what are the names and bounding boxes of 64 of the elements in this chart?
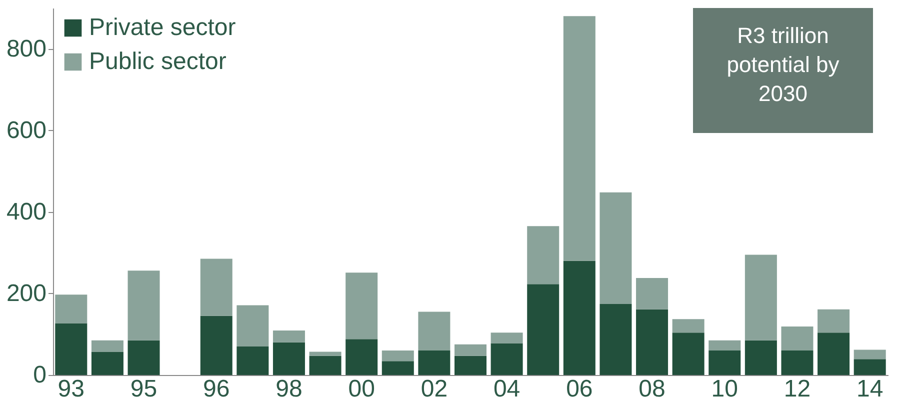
- bar: [309, 356, 342, 375]
- annotation: R3 trillion potential by 2030: [726, 23, 840, 106]
- legend-label: Public sector: [89, 48, 226, 75]
- x-tick-label: 10: [711, 376, 738, 402]
- legend-label: Private sector: [89, 14, 236, 41]
- bar: [55, 294, 88, 324]
- bar: [636, 309, 668, 375]
- bar: [527, 226, 560, 284]
- bar: [708, 350, 741, 375]
- bar: [527, 284, 560, 375]
- x-tick-label: 02: [420, 376, 448, 402]
- x-tick-label: 06: [566, 376, 593, 402]
- bar: [55, 323, 88, 375]
- bar: [854, 350, 886, 360]
- bar: [600, 304, 632, 375]
- bar: [744, 254, 777, 340]
- bar: [346, 272, 378, 340]
- bar: [454, 344, 486, 356]
- x-tick-label: 04: [493, 376, 520, 402]
- bar: [600, 192, 632, 304]
- bar: [418, 312, 450, 351]
- y-tick-label: 800: [6, 35, 46, 62]
- bar: [128, 270, 160, 340]
- bar: [272, 342, 305, 375]
- x-tick-label: 98: [276, 376, 302, 402]
- x-tick-label: 12: [784, 376, 811, 402]
- bar: [781, 326, 814, 351]
- bar: [490, 332, 523, 344]
- bar: [454, 356, 486, 375]
- bar: [636, 278, 668, 310]
- y-tick-label: 400: [6, 198, 46, 226]
- x-tick-label: 95: [130, 376, 158, 402]
- bar: [200, 316, 232, 375]
- x-tick-label: 96: [203, 376, 230, 402]
- x-tick-label: 14: [856, 376, 884, 402]
- bar: [818, 309, 850, 333]
- bar: [236, 305, 269, 346]
- bar: [128, 340, 160, 375]
- bar: [91, 340, 124, 352]
- bar: [854, 359, 886, 375]
- bar: [672, 319, 704, 333]
- bar: [200, 258, 232, 316]
- x-tick-label: 08: [638, 376, 666, 402]
- bar: [672, 332, 704, 375]
- bar: [382, 361, 414, 375]
- bar: [91, 352, 124, 375]
- bar: [309, 352, 342, 356]
- bar: [818, 332, 850, 375]
- bar: [490, 343, 523, 375]
- bar: [236, 346, 269, 375]
- bar: [272, 330, 305, 342]
- bar: [563, 260, 596, 375]
- bar: [563, 16, 596, 261]
- x-tick-label: 00: [348, 376, 375, 402]
- bar: [781, 350, 814, 375]
- y-tick-label: 200: [6, 280, 46, 307]
- bar: [418, 350, 450, 375]
- x-tick-label: 93: [58, 376, 85, 402]
- bar: [382, 350, 414, 362]
- bar: [346, 339, 378, 375]
- y-tick-label: 0: [33, 362, 46, 388]
- bar: [744, 340, 777, 375]
- y-tick-label: 600: [6, 116, 46, 144]
- bar: [708, 340, 741, 351]
